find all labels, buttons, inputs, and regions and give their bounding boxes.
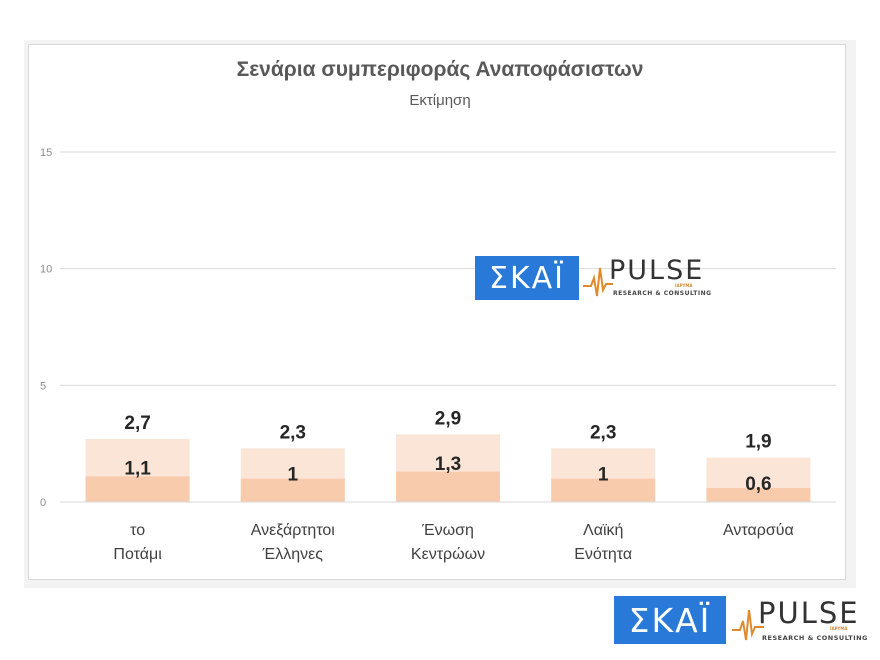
y-tick-label: 10 — [40, 264, 52, 276]
pulse-logo-tagline: RESEARCH & CONSULTING — [613, 290, 712, 297]
pulse-logo-since: ΙΔΡΥΜΑ — [675, 283, 693, 288]
skai-logo: ΣΚΑΪ — [475, 256, 579, 300]
skai-logo-text: ΣΚΑΪ — [628, 600, 712, 640]
pulse-logo-tagline: RESEARCH & CONSULTING — [762, 634, 868, 642]
data-label-inner: 1 — [288, 465, 299, 486]
data-label-inner: 1 — [598, 465, 609, 486]
pulse-logo-since: ΙΔΡΥΜΑ — [830, 626, 848, 631]
y-tick-label: 15 — [40, 147, 52, 159]
data-label-total: 2,3 — [280, 422, 306, 443]
data-label-inner: 1,3 — [435, 454, 461, 475]
data-label-inner: 1,1 — [124, 459, 151, 480]
data-label-total: 2,7 — [124, 413, 150, 434]
data-label-total: 1,9 — [745, 432, 771, 453]
x-tick-label: Λαϊκή — [583, 522, 623, 539]
bar-inner — [396, 471, 500, 502]
x-tick-label: Ενότητα — [574, 546, 632, 563]
y-tick-label: 0 — [40, 497, 46, 509]
data-label-total: 2,3 — [590, 422, 616, 443]
x-tick-label: Έλληνες — [262, 546, 324, 563]
bar-inner — [240, 478, 345, 502]
pulse-wave-icon — [583, 267, 613, 297]
bar-inner — [706, 488, 811, 502]
x-tick-label: Ένωση — [421, 522, 474, 539]
x-tick-label: Ποτάμι — [113, 546, 162, 563]
x-tick-label: Ανεξάρτητοι — [251, 522, 336, 539]
bar-inner — [551, 478, 656, 502]
chart-subtitle: Εκτίμηση — [409, 92, 471, 109]
footer-logo: ΣΚΑΪ PULSE ΙΔΡΥΜΑ RESEARCH & CONSULTING — [614, 596, 870, 646]
pulse-logo-text: PULSE — [758, 596, 860, 630]
watermark-logo: ΣΚΑΪ PULSE ΙΔΡΥΜΑ RESEARCH & CONSULTING — [475, 255, 715, 300]
skai-logo-text: ΣΚΑΪ — [489, 260, 565, 296]
data-label-inner: 0,6 — [745, 474, 771, 495]
pulse-wave-icon — [732, 609, 764, 641]
chart-title: Σενάρια συμπεριφοράς Αναποφάσιστων — [236, 58, 644, 81]
data-label-total: 2,9 — [435, 408, 461, 429]
x-tick-label: Ανταρσύα — [723, 522, 794, 539]
pulse-logo-text: PULSE — [609, 255, 705, 286]
y-tick-label: 5 — [40, 380, 46, 392]
x-tick-label: Κεντρώων — [411, 546, 485, 563]
skai-logo: ΣΚΑΪ — [614, 596, 726, 644]
x-tick-label: το — [130, 522, 145, 539]
bar-inner — [85, 476, 190, 502]
